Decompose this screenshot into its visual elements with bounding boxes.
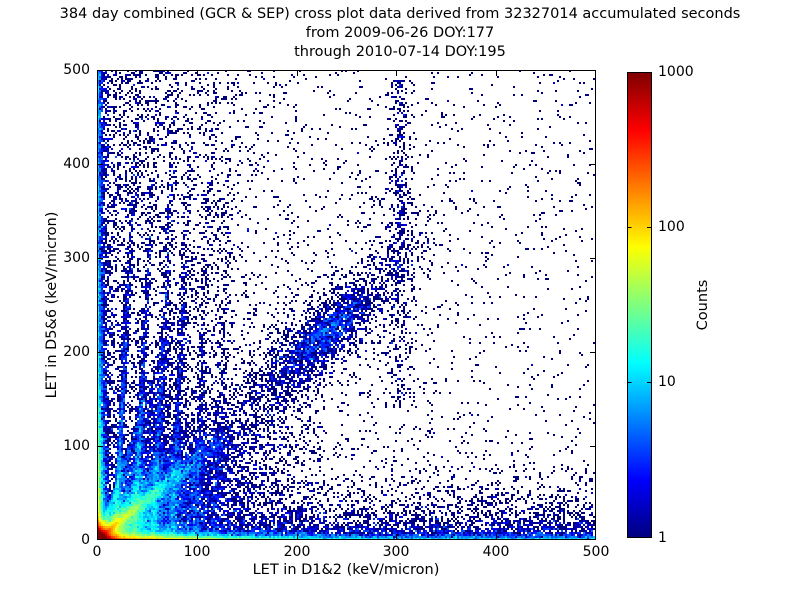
x-tick-label: 400 (482, 544, 510, 560)
x-tick-label: 300 (382, 544, 410, 560)
x-tick-label: 500 (582, 544, 610, 560)
colorbar-tick-label: 10 (658, 374, 676, 390)
colorbar-canvas (627, 72, 652, 538)
y-axis-label: LET in D5&6 (keV/micron) (44, 211, 60, 399)
chart-title-line-2: from 2009-06-26 DOY:177 (305, 25, 495, 41)
y-tick-label: 300 (63, 250, 90, 266)
x-axis-label: LET in D1&2 (keV/micron) (252, 562, 440, 578)
x-tick-label: 200 (283, 544, 311, 560)
y-tick-label: 200 (63, 344, 90, 360)
colorbar-label: Counts (695, 279, 711, 331)
chart-title-line-3: through 2010-07-14 DOY:195 (294, 44, 506, 60)
colorbar-tick-label: 1 (658, 530, 667, 546)
x-tick-label: 100 (183, 544, 211, 560)
y-tick-label: 400 (63, 156, 90, 172)
colorbar-tick-label: 1000 (658, 64, 694, 80)
y-tick-label: 500 (63, 62, 90, 78)
y-tick-label: 100 (63, 438, 90, 454)
x-tick-label: 0 (92, 544, 102, 560)
chart-title-line-1: 384 day combined (GCR & SEP) cross plot … (59, 6, 741, 22)
y-tick-label: 0 (81, 532, 90, 548)
scatter-plot-canvas (97, 70, 596, 540)
colorbar-tick-label: 100 (658, 219, 685, 235)
chart-title: 384 day combined (GCR & SEP) cross plot … (0, 5, 800, 62)
